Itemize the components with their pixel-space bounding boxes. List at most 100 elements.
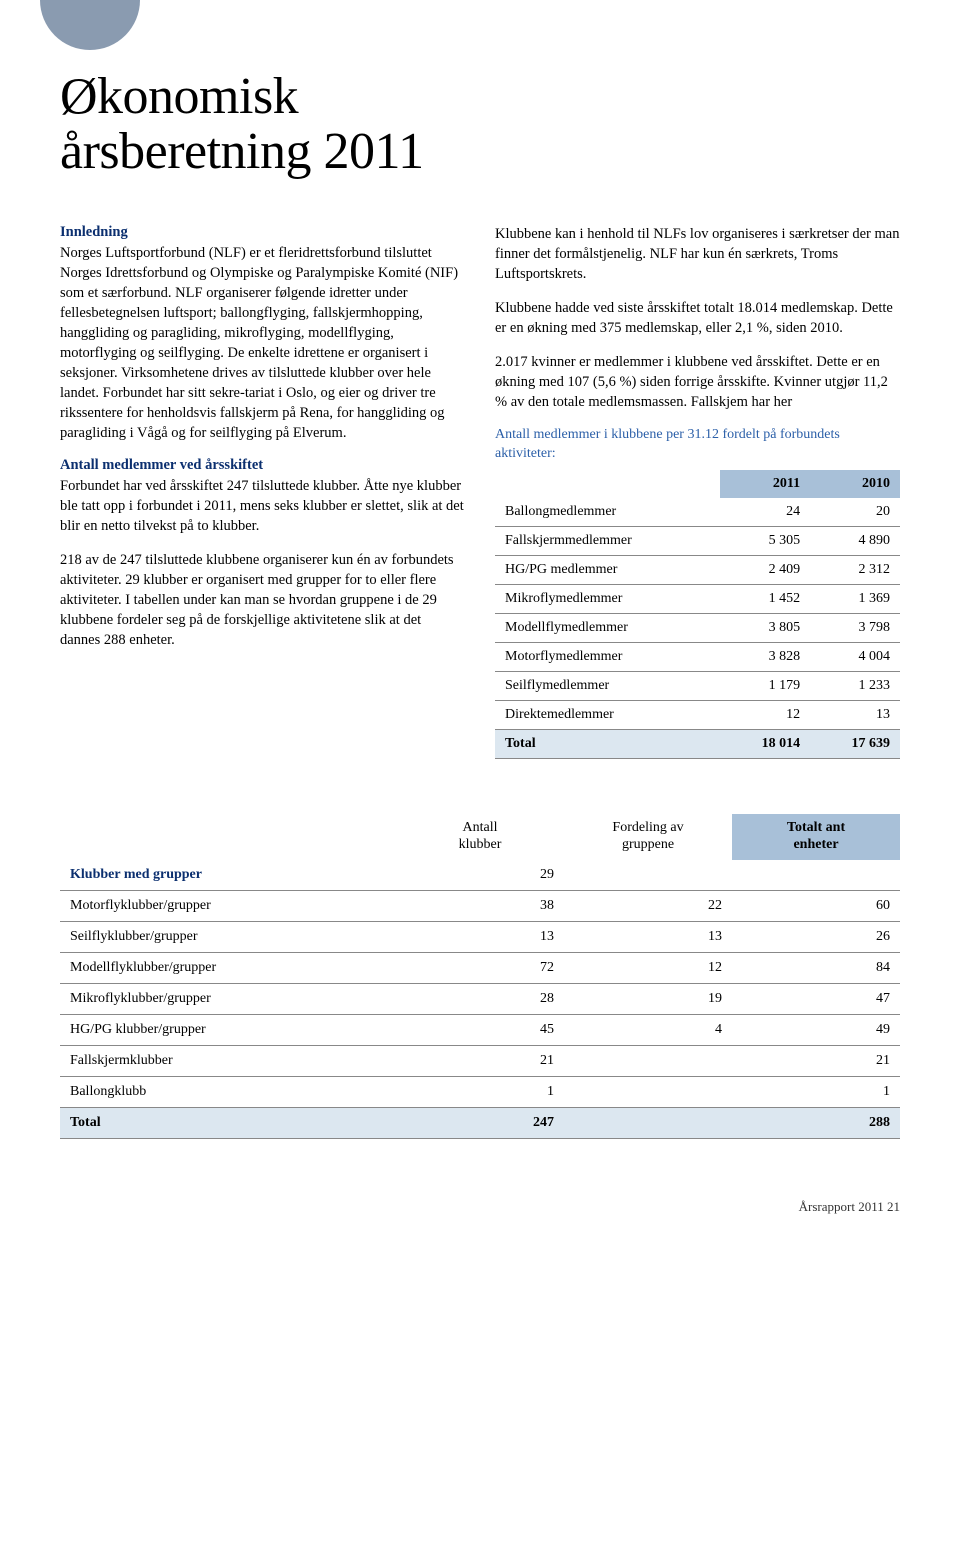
cell-2011: 5 305 (720, 526, 810, 555)
cell-c3: 26 (732, 921, 900, 952)
cell-2010: 4 004 (810, 642, 900, 671)
table-row: Motorflyklubber/grupper382260 (60, 890, 900, 921)
cell-label: Ballongmedlemmer (495, 498, 720, 527)
cell-label: Ballongklubb (60, 1076, 396, 1107)
cell-2011: 2 409 (720, 555, 810, 584)
cell-label: Motorflyklubber/grupper (60, 890, 396, 921)
cell-label: Fallskjermklubber (60, 1045, 396, 1076)
clubs-table: Antall klubber Fordeling av gruppene Tot… (60, 814, 900, 1139)
cell-c3: 21 (732, 1045, 900, 1076)
cell-label: Motorflymedlemmer (495, 642, 720, 671)
cell-c3: 288 (732, 1107, 900, 1138)
cell-c1: 29 (396, 860, 564, 891)
cell-c3: 60 (732, 890, 900, 921)
right-paragraph-1: Klubbene kan i henhold til NLFs lov orga… (495, 224, 900, 284)
cell-2011: 12 (720, 700, 810, 729)
table-row: Seilflyklubber/grupper131326 (60, 921, 900, 952)
cell-label: Total (495, 729, 720, 758)
cell-c1: 247 (396, 1107, 564, 1138)
heading-innledning: Innledning (60, 224, 465, 241)
page-title: Økonomisk årsberetning 2011 (60, 70, 900, 179)
cell-2011: 3 828 (720, 642, 810, 671)
title-line-1: Økonomisk (60, 68, 298, 125)
cell-label: Seilflymedlemmer (495, 671, 720, 700)
cell-2010: 1 369 (810, 584, 900, 613)
cell-label: HG/PG medlemmer (495, 555, 720, 584)
text-columns: Innledning Norges Luftsportforbund (NLF)… (60, 224, 900, 779)
clubs-col-blank (60, 814, 396, 860)
cell-c2: 12 (564, 952, 732, 983)
clubs-head-row: Klubber med grupper29 (60, 860, 900, 891)
cell-2011: 3 805 (720, 613, 810, 642)
cell-2010: 20 (810, 498, 900, 527)
members-paragraph-2: 218 av de 247 tilsluttede klubbene organ… (60, 550, 465, 650)
col-2010: 2010 (810, 470, 900, 498)
cell-2010: 13 (810, 700, 900, 729)
cell-label: Fallskjermmedlemmer (495, 526, 720, 555)
intro-paragraph: Norges Luftsportforbund (NLF) er et fler… (60, 243, 465, 443)
cell-label: Mikroflyklubber/grupper (60, 983, 396, 1014)
cell-c1: 38 (396, 890, 564, 921)
members-paragraph-1: Forbundet har ved årsskiftet 247 tilslut… (60, 476, 465, 536)
title-line-2: årsberetning 2011 (60, 123, 424, 180)
cell-2010: 2 312 (810, 555, 900, 584)
table-row: Ballongmedlemmer2420 (495, 498, 900, 527)
col-blank (495, 470, 720, 498)
cell-c2 (564, 1045, 732, 1076)
cell-c3 (732, 860, 900, 891)
right-paragraph-3: 2.017 kvinner er medlemmer i klubbene ve… (495, 352, 900, 412)
table-row: Modellflymedlemmer3 8053 798 (495, 613, 900, 642)
clubs-total-row: Total247 288 (60, 1107, 900, 1138)
clubs-col-fordeling: Fordeling av gruppene (564, 814, 732, 860)
cell-c3: 47 (732, 983, 900, 1014)
cell-2011: 24 (720, 498, 810, 527)
right-paragraph-2: Klubbene hadde ved siste årsskiftet tota… (495, 298, 900, 338)
cell-c2: 19 (564, 983, 732, 1014)
table-row: HG/PG medlemmer2 4092 312 (495, 555, 900, 584)
cell-2010: 3 798 (810, 613, 900, 642)
table-row: Motorflymedlemmer3 8284 004 (495, 642, 900, 671)
table-row: Seilflymedlemmer1 1791 233 (495, 671, 900, 700)
table-row: Fallskjermmedlemmer5 3054 890 (495, 526, 900, 555)
cell-c2: 22 (564, 890, 732, 921)
cell-2010: 17 639 (810, 729, 900, 758)
cell-label: Seilflyklubber/grupper (60, 921, 396, 952)
cell-c1: 45 (396, 1014, 564, 1045)
clubs-header-row: Antall klubber Fordeling av gruppene Tot… (60, 814, 900, 860)
table-row: Fallskjermklubber2121 (60, 1045, 900, 1076)
cell-c2 (564, 1107, 732, 1138)
cell-label: Direktemedlemmer (495, 700, 720, 729)
cell-label: Modellflymedlemmer (495, 613, 720, 642)
left-column: Innledning Norges Luftsportforbund (NLF)… (60, 224, 465, 779)
cell-2011: 1 452 (720, 584, 810, 613)
member-table-caption: Antall medlemmer i klubbene per 31.12 fo… (495, 426, 900, 464)
table-row: Mikroflyklubber/grupper281947 (60, 983, 900, 1014)
cell-label: Total (60, 1107, 396, 1138)
table-row: Modellflyklubber/grupper721284 (60, 952, 900, 983)
cell-2011: 18 014 (720, 729, 810, 758)
col-2011: 2011 (720, 470, 810, 498)
table-header-row: 2011 2010 (495, 470, 900, 498)
table-total-row: Total18 01417 639 (495, 729, 900, 758)
cell-label: Mikroflymedlemmer (495, 584, 720, 613)
cell-c2 (564, 1076, 732, 1107)
cell-label: Klubber med grupper (60, 860, 396, 891)
cell-2010: 1 233 (810, 671, 900, 700)
cell-c1: 21 (396, 1045, 564, 1076)
decorative-circle (40, 0, 140, 50)
table-row: Ballongklubb11 (60, 1076, 900, 1107)
cell-2010: 4 890 (810, 526, 900, 555)
table-row: Mikroflymedlemmer1 4521 369 (495, 584, 900, 613)
cell-c2 (564, 860, 732, 891)
member-table: 2011 2010 Ballongmedlemmer2420Fallskjerm… (495, 470, 900, 759)
cell-c2: 13 (564, 921, 732, 952)
cell-c3: 49 (732, 1014, 900, 1045)
clubs-col-antall: Antall klubber (396, 814, 564, 860)
heading-antall: Antall medlemmer ved årsskiftet (60, 457, 465, 474)
clubs-col-totalt: Totalt ant enheter (732, 814, 900, 860)
cell-label: HG/PG klubber/grupper (60, 1014, 396, 1045)
table-row: Direktemedlemmer1213 (495, 700, 900, 729)
cell-c3: 84 (732, 952, 900, 983)
cell-c1: 13 (396, 921, 564, 952)
cell-label: Modellflyklubber/grupper (60, 952, 396, 983)
